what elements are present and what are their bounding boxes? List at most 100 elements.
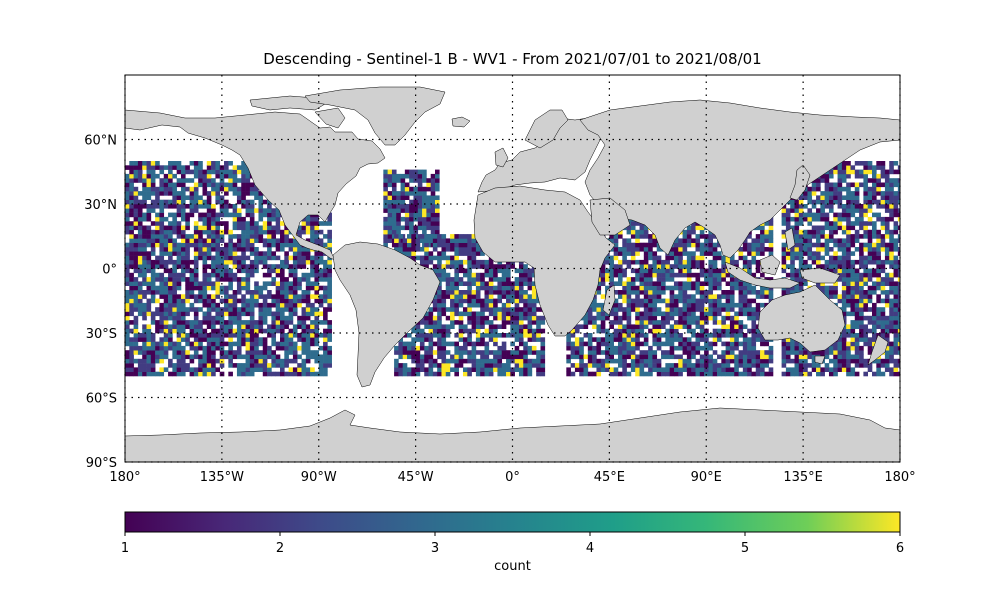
count-cell — [409, 212, 414, 218]
count-cell — [202, 328, 208, 334]
count-cell — [506, 367, 511, 372]
count-cell — [232, 186, 238, 192]
count-cell — [816, 371, 821, 377]
count-cell — [648, 371, 653, 377]
count-cell — [609, 367, 614, 372]
count-cell — [284, 290, 289, 295]
count-cell — [816, 234, 821, 239]
count-cell — [760, 294, 765, 299]
count-cell — [150, 169, 156, 175]
count-cell — [241, 238, 246, 243]
count-cell — [755, 251, 761, 256]
count-cell — [497, 268, 503, 274]
count-cell — [146, 328, 152, 334]
count-cell — [699, 242, 705, 248]
count-cell — [271, 225, 276, 231]
count-cell — [219, 195, 225, 200]
count-cell — [518, 311, 524, 317]
count-cell — [652, 311, 658, 317]
count-cell — [678, 259, 683, 265]
count-cell — [271, 255, 276, 261]
count-cell — [454, 259, 459, 265]
count-cell — [387, 221, 393, 226]
count-cell — [301, 311, 307, 317]
count-cell — [267, 264, 272, 269]
count-cell — [245, 268, 251, 274]
count-cell — [314, 320, 320, 325]
count-cell — [211, 208, 216, 213]
count-cell — [527, 272, 533, 278]
count-cell — [682, 320, 688, 325]
count-cell — [245, 290, 251, 295]
count-cell — [142, 268, 147, 274]
count-cell — [163, 320, 169, 325]
count-cell — [605, 350, 610, 355]
count-cell — [699, 285, 705, 291]
count-cell — [402, 341, 408, 347]
count-cell — [288, 328, 294, 334]
count-cell — [729, 281, 735, 286]
count-cell — [142, 345, 147, 351]
count-cell — [467, 337, 472, 342]
count-cell — [159, 337, 165, 342]
count-cell — [691, 363, 696, 368]
count-cell — [245, 204, 251, 209]
count-cell — [613, 264, 619, 269]
count-cell — [725, 350, 731, 355]
count-cell — [284, 277, 289, 282]
count-cell — [219, 173, 225, 179]
count-cell — [475, 242, 481, 248]
count-cell — [202, 173, 208, 179]
count-cell — [717, 272, 722, 278]
count-cell — [394, 350, 399, 355]
count-cell — [254, 358, 259, 364]
count-cell — [471, 238, 477, 243]
count-cell — [219, 337, 225, 342]
count-cell — [712, 363, 718, 368]
count-cell — [527, 367, 533, 372]
count-cell — [807, 212, 813, 218]
count-cell — [189, 358, 195, 364]
count-cell — [310, 272, 315, 278]
count-cell — [497, 298, 503, 304]
count-cell — [262, 238, 268, 243]
count-cell — [630, 298, 636, 304]
count-cell — [803, 242, 808, 248]
count-cell — [426, 212, 431, 218]
count-cell — [129, 307, 134, 312]
count-cell — [327, 277, 332, 282]
count-cell — [755, 259, 761, 265]
count-cell — [605, 367, 610, 372]
count-cell — [708, 234, 714, 239]
count-cell — [824, 290, 830, 295]
count-cell — [219, 247, 225, 252]
count-cell — [422, 212, 427, 218]
count-cell — [133, 208, 139, 213]
count-cell — [391, 169, 397, 175]
count-cell — [454, 350, 459, 355]
count-cell — [725, 307, 731, 312]
count-cell — [514, 324, 520, 329]
count-cell — [445, 307, 451, 312]
count-cell — [155, 264, 160, 269]
count-cell — [180, 320, 186, 325]
count-cell — [228, 294, 233, 299]
count-cell — [133, 247, 139, 252]
count-cell — [267, 204, 272, 209]
count-cell — [314, 229, 320, 235]
count-cell — [232, 212, 238, 218]
count-cell — [798, 204, 804, 209]
count-cell — [441, 268, 447, 274]
count-cell — [258, 337, 264, 342]
count-cell — [394, 247, 399, 252]
count-cell — [704, 234, 709, 239]
count-cell — [648, 285, 653, 291]
count-cell — [510, 315, 515, 321]
count-cell — [129, 186, 134, 192]
count-cell — [669, 251, 675, 256]
count-cell — [398, 363, 404, 368]
count-cell — [232, 341, 238, 347]
count-cell — [391, 216, 397, 222]
count-cell — [267, 229, 272, 235]
count-cell — [471, 294, 477, 299]
